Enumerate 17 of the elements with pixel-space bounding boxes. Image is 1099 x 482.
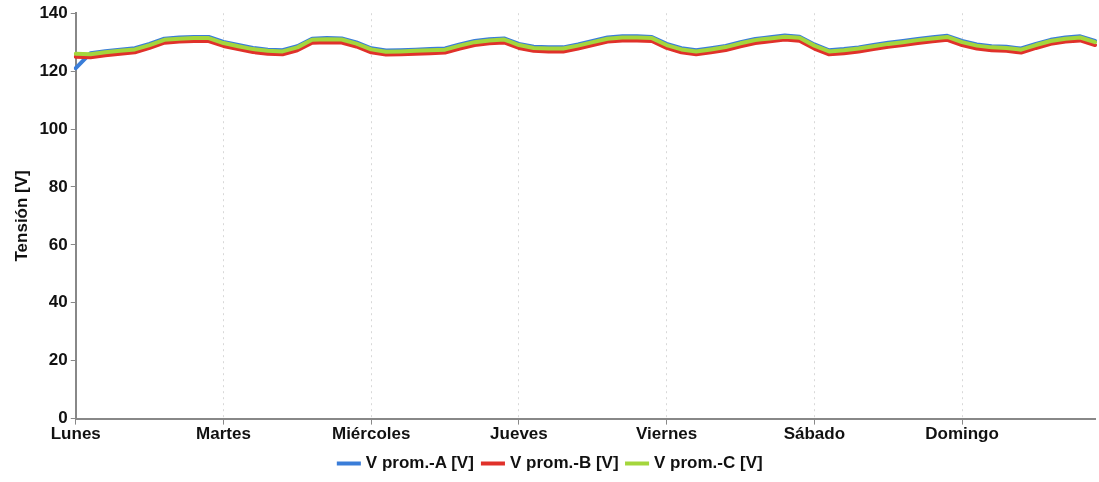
x-tick-label: Domingo: [925, 424, 999, 444]
legend-label: V prom.-C [V]: [654, 453, 763, 473]
x-tick-label: Viernes: [636, 424, 698, 444]
x-tick-label: Martes: [196, 424, 251, 444]
x-tick-label: Miércoles: [331, 424, 411, 444]
legend-label: V prom.-A [V]: [365, 453, 474, 473]
y-tick-label: 100: [39, 118, 68, 138]
y-tick-label: 140: [39, 2, 68, 22]
y-tick-label: 40: [48, 292, 68, 312]
y-tick-label: 20: [48, 350, 68, 370]
y-tick-label: 60: [48, 234, 68, 254]
y-axis-title: Tensión [V]: [11, 170, 31, 262]
x-tick-label: Sábado: [783, 424, 846, 444]
x-tick-label: Jueves: [490, 424, 548, 444]
legend-label: V prom.-B [V]: [509, 453, 619, 473]
y-tick-label: 80: [48, 176, 68, 196]
y-tick-label: 120: [39, 60, 68, 80]
